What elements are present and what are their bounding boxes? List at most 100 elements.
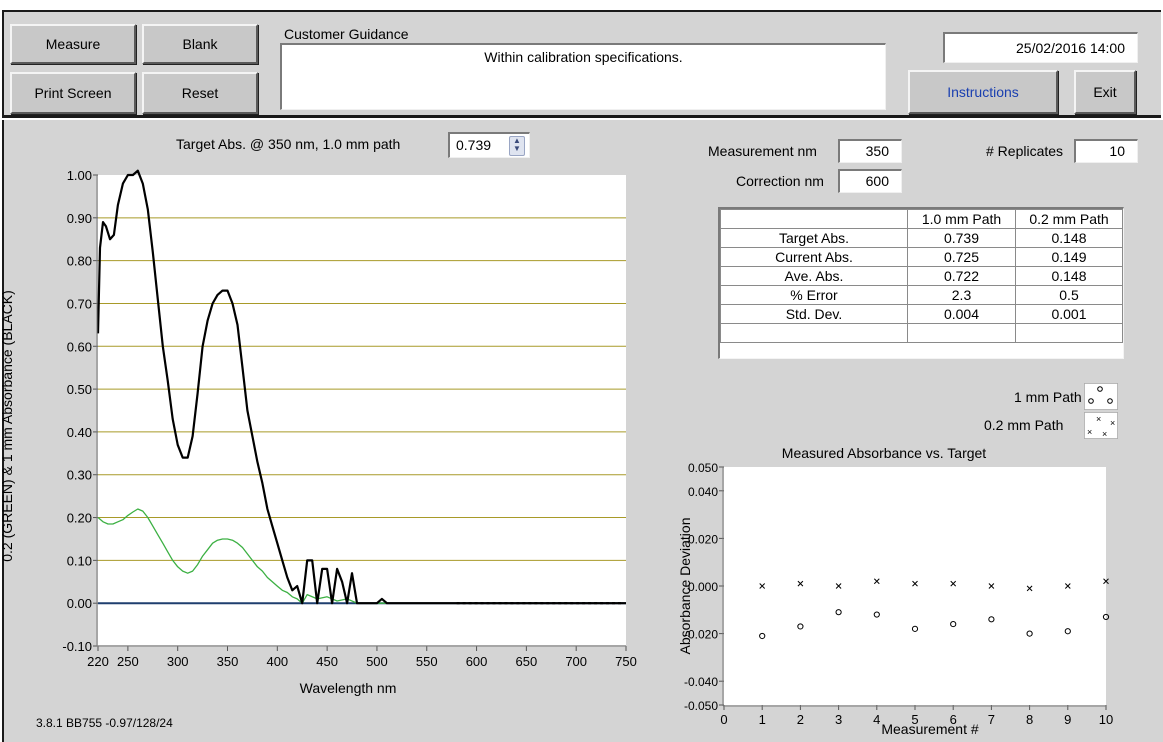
point-02mm [835,583,842,589]
y-tick-label: -0.050 [684,699,718,713]
point-02mm [1064,583,1071,589]
x-tick-label: 8 [1026,712,1033,727]
circle-marker-icon [1088,398,1094,404]
x-tick-label: 6 [950,712,957,727]
y-tick-label: 0.20 [67,511,92,526]
x-tick-label: 550 [416,654,438,669]
point-1mm [1064,628,1071,635]
legend-1mm-swatch [1084,383,1118,410]
x-marker-icon: × [1087,427,1092,437]
exit-button[interactable]: Exit [1074,70,1136,114]
x-tick-label: 5 [911,712,918,727]
y-tick-label: 0.10 [67,553,92,568]
y-tick-label: 0.70 [67,296,92,311]
x-marker-icon: × [1110,418,1115,428]
legend-1mm-label: 1 mm Path [1014,389,1082,405]
x-tick-label: 0 [720,712,727,727]
x-marker-icon: × [1096,414,1101,424]
point-02mm [1103,578,1109,585]
point-1mm [911,625,919,632]
spectrum-plot-area [98,175,626,645]
table-cell: 0.004 [907,304,1016,324]
guidance-message: Within calibration specifications. [280,43,886,110]
row-label: Target Abs. [720,228,908,248]
row-label: Current Abs. [720,247,908,267]
deviation-y-axis-title: Absorbance Deviation [677,518,693,655]
replicates-input[interactable]: 10 [1074,139,1138,163]
y-tick-label: 0.50 [67,382,92,397]
table-row [720,323,1123,343]
x-tick-label: 4 [873,712,880,727]
point-02mm [1026,585,1033,592]
y-tick-label: 0.40 [67,425,92,440]
point-02mm [759,583,766,589]
print-screen-button-label: Print Screen [34,85,112,101]
blank-button-label: Blank [182,36,218,52]
point-02mm [988,583,995,589]
y-tick-label: 1.00 [67,168,92,183]
table-row: % Error 2.3 0.5 [720,285,1123,305]
x-tick-label: 500 [366,654,388,669]
datetime-display: 25/02/2016 14:00 [943,32,1138,63]
table-cell: 0.722 [907,266,1016,286]
measure-button-label: Measure [45,36,101,52]
spectrum-y-axis-title: 0.2 (GREEN) & 1 mm Absorbance (BLACK) [0,290,15,562]
print-screen-button[interactable]: Print Screen [10,72,136,114]
point-1mm [873,611,880,618]
x-marker-icon: × [1102,429,1107,439]
table-row: Ave. Abs. 0.722 0.148 [720,266,1123,286]
x-tick-label: 3 [835,712,842,727]
table-cell [907,323,1016,343]
y-tick-label: 0.30 [67,468,92,483]
legend-markers: × × × × [1084,383,1118,439]
x-tick-label: 7 [988,712,995,727]
point-1mm [988,616,995,623]
point-1mm [1102,613,1110,621]
row-label: Std. Dev. [720,304,908,324]
table-row: Target Abs. 0.739 0.148 [720,228,1123,248]
table-cell [1015,323,1123,343]
correction-nm-label: Correction nm [736,173,824,189]
row-label: Ave. Abs. [720,266,908,286]
point-02mm [912,580,918,587]
version-label: 3.8.1 BB755 -0.97/128/24 [36,716,173,730]
spectrum-chart: -0.10 0.00 0.10 0.20 0.30 0.40 0.50 0.60 0.70 0.8… [0,168,637,696]
x-tick-label: 600 [466,654,488,669]
y-tick-label: 0.000 [688,580,718,594]
x-tick-label: 220 [87,654,109,669]
reset-button[interactable]: Reset [142,72,258,114]
y-tick-label: 0.040 [688,485,718,499]
point-02mm [797,580,804,587]
x-tick-label: 400 [266,654,288,669]
table-header-row: 1.0 mm Path 0.2 mm Path [720,209,1123,229]
table-cell: 0.001 [1015,304,1123,324]
blank-button[interactable]: Blank [142,24,258,64]
measurement-nm-input[interactable]: 350 [838,139,902,163]
y-tick-label: -0.040 [684,675,718,689]
target-abs-value: 0.739 [456,137,492,153]
table-cell: 0.149 [1015,247,1123,267]
table-row: Std. Dev. 0.004 0.001 [720,304,1123,324]
table-cell: 0.148 [1015,228,1123,248]
spinner-arrows-icon[interactable]: ▲ ▼ [509,136,525,156]
instructions-button-label: Instructions [947,84,1019,100]
x-tick-label: 2 [797,712,804,727]
point-02mm [873,578,880,585]
y-tick-label: 0.90 [67,211,92,226]
x-tick-label: 750 [615,654,637,669]
legend-02mm-label: 0.2 mm Path [984,417,1064,433]
spectrum-x-axis-title: Wavelength nm [300,680,397,696]
legend-02mm-swatch [1084,412,1118,439]
results-table: 1.0 mm Path 0.2 mm Path Target Abs. 0.739… [718,207,1124,359]
y-tick-label: 0.80 [67,254,92,269]
y-tick-label: 0.050 [688,461,718,475]
instructions-button[interactable]: Instructions [908,70,1058,114]
measure-button[interactable]: Measure [10,24,136,64]
reset-button-label: Reset [181,85,219,101]
x-tick-label: 1 [759,712,766,727]
column-header [720,209,908,229]
table-cell: 0.148 [1015,266,1123,286]
target-abs-input[interactable]: 0.739 ▲ ▼ [448,132,530,158]
x-tick-label: 10 [1099,712,1113,727]
correction-nm-input[interactable]: 600 [838,169,902,193]
